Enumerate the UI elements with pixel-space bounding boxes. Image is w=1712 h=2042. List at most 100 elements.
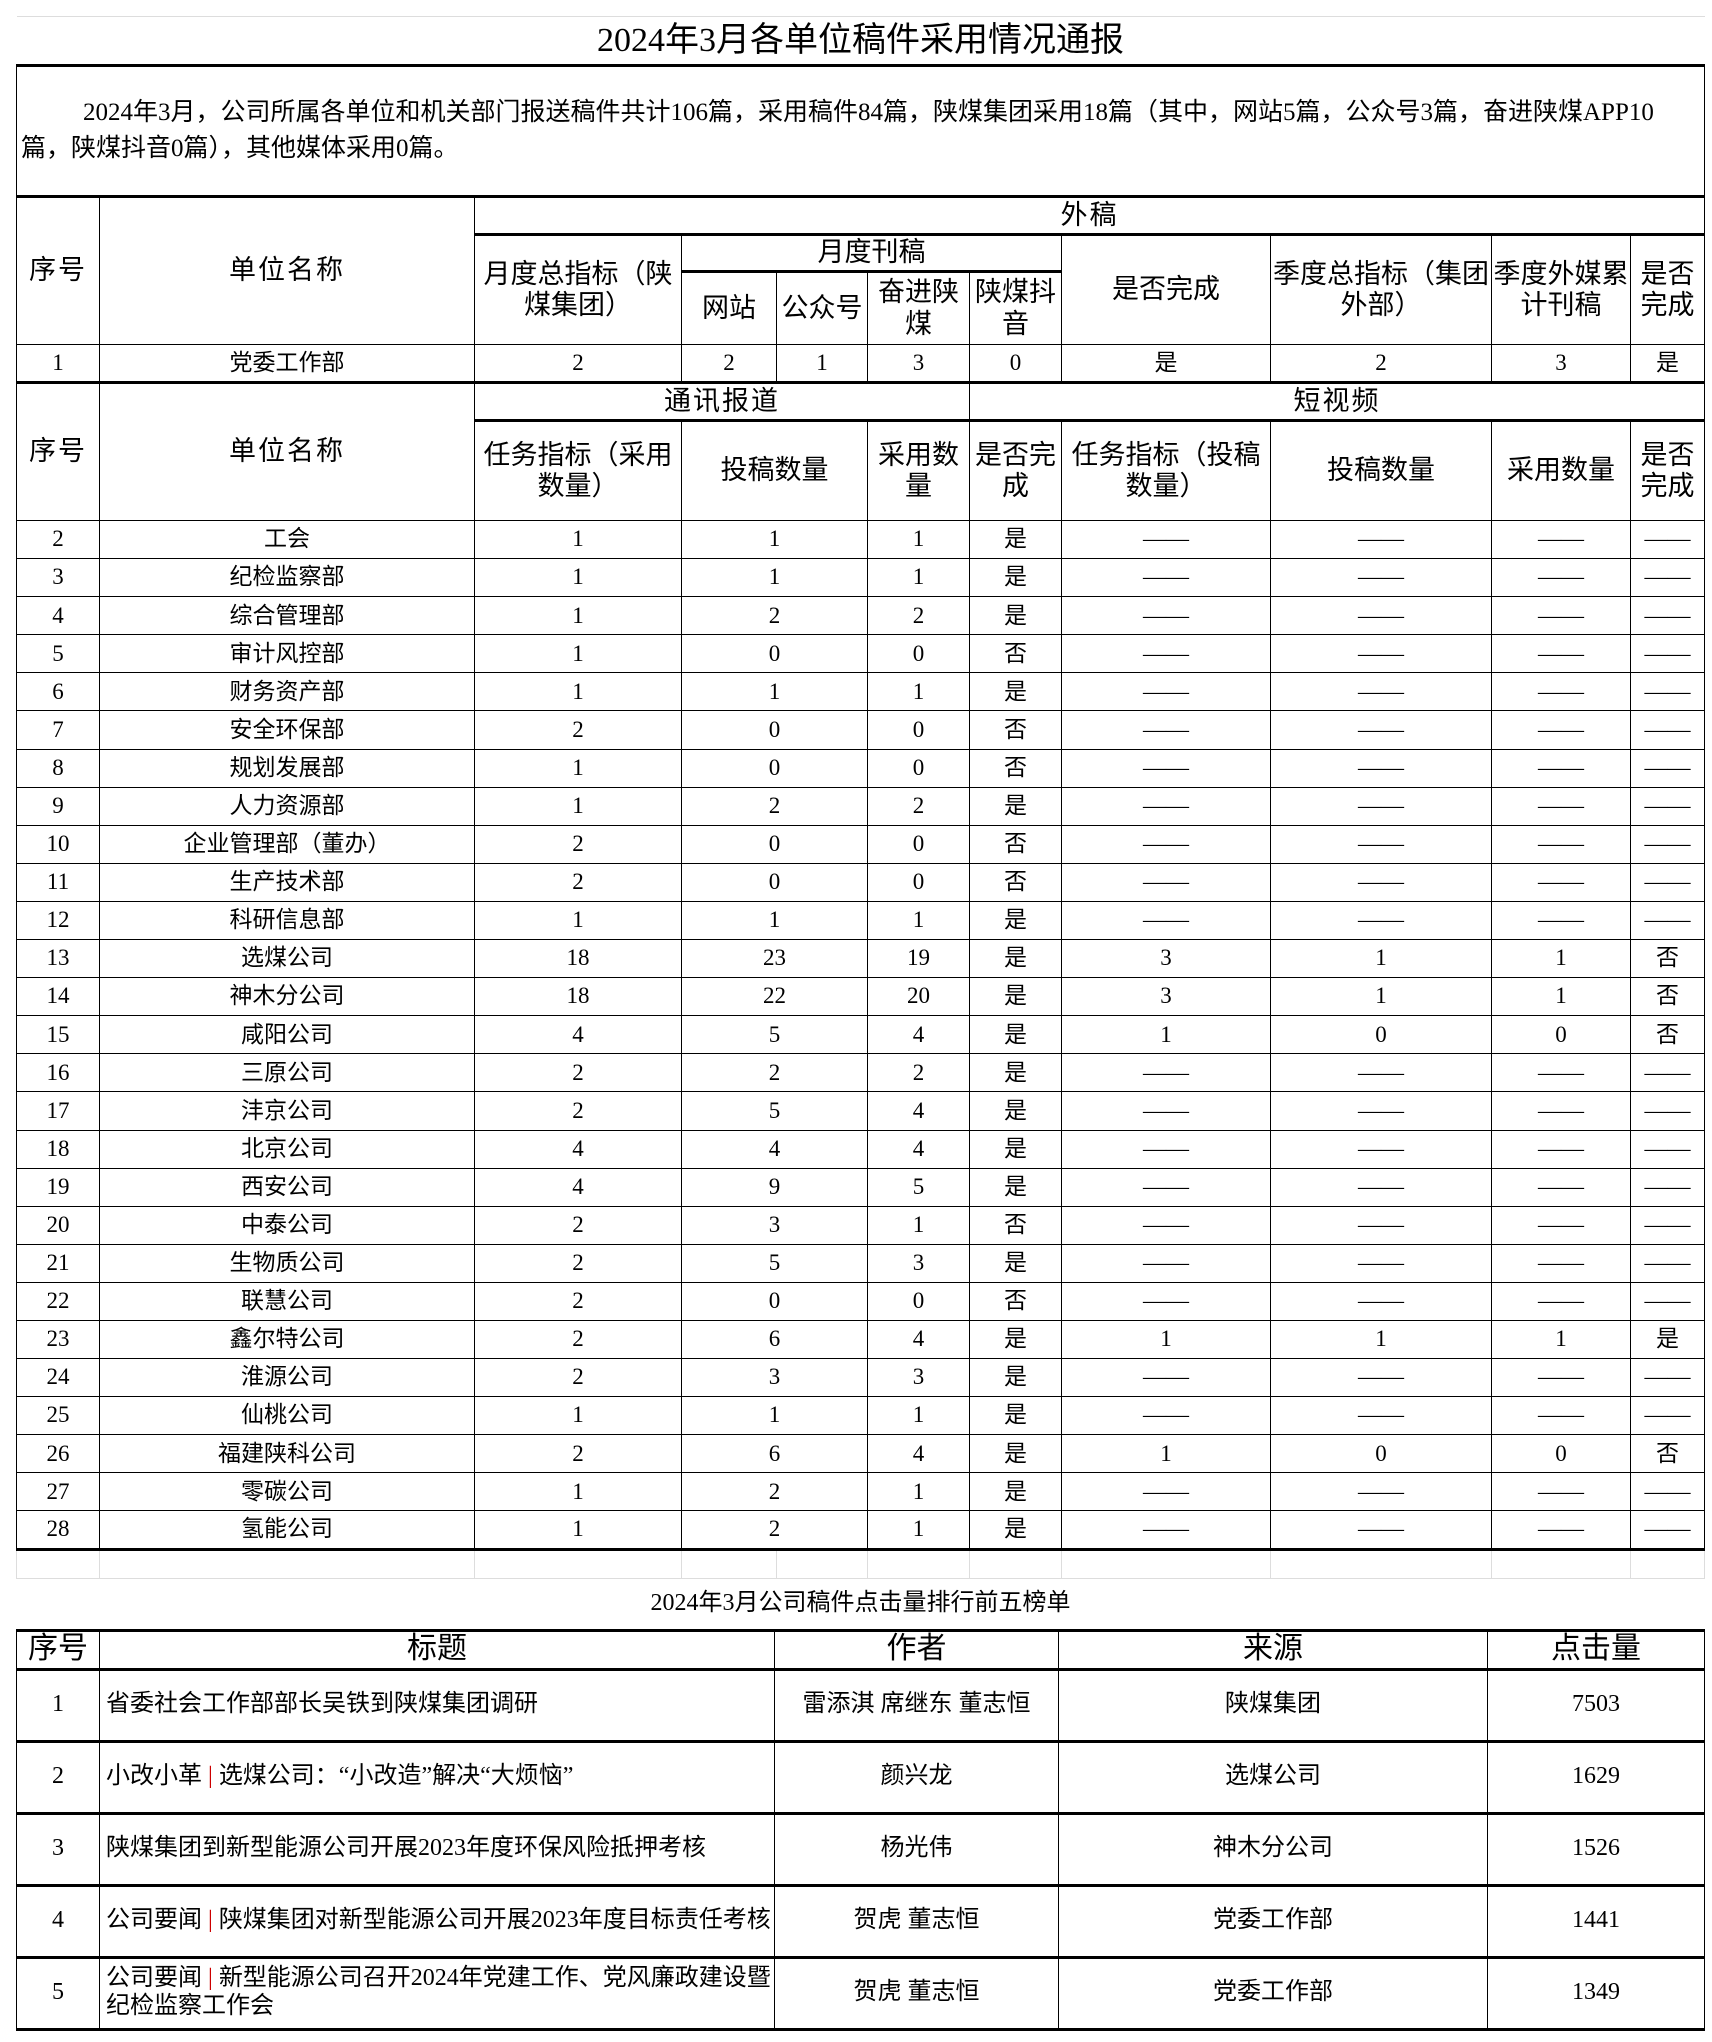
cell-unit: 生产技术部 — [99, 862, 475, 902]
header-submit: 投稿数量 — [681, 420, 868, 521]
cell-wechat: 1 — [776, 344, 868, 383]
cell-v-done: 否 — [1629, 1434, 1706, 1474]
cell-done: 否 — [969, 634, 1062, 674]
cell-done: 否 — [969, 748, 1062, 788]
cell-v-submit: —— — [1270, 900, 1492, 941]
cell-submit: 1 — [681, 672, 868, 712]
cell-unit: 中泰公司 — [99, 1205, 475, 1245]
cell-v-task: —— — [1061, 1053, 1271, 1093]
cell-unit: 咸阳公司 — [99, 1015, 475, 1055]
cell-v-adopt: —— — [1491, 824, 1631, 864]
ranking-header: 作者 — [774, 1628, 1059, 1671]
cell-v-done: —— — [1629, 1510, 1706, 1550]
cell-done: 否 — [969, 824, 1062, 864]
cell-v-submit: 1 — [1270, 977, 1492, 1017]
cell-seq: 4 — [16, 596, 100, 636]
cell-unit: 审计风控部 — [99, 634, 475, 674]
cell-v-adopt: —— — [1491, 519, 1631, 560]
cell-submit: 6 — [681, 1434, 868, 1474]
cell-v-task: —— — [1061, 1205, 1271, 1245]
cell-task: 1 — [474, 1510, 682, 1550]
cell-v-adopt: 1 — [1491, 1319, 1631, 1360]
cell-submit: 2 — [681, 786, 868, 826]
cell-seq: 16 — [16, 1053, 100, 1093]
cell-submit: 9 — [681, 1167, 868, 1207]
cell-adopt: 2 — [867, 786, 970, 826]
cell-adopt: 4 — [867, 1129, 970, 1169]
cell-v-adopt: 0 — [1491, 1015, 1631, 1055]
cell-done: 是 — [1061, 344, 1271, 383]
ranking-title: 2024年3月公司稿件点击量排行前五榜单 — [16, 1580, 1705, 1632]
header-unit: 单位名称 — [99, 195, 475, 345]
cell-v-done: —— — [1629, 786, 1706, 826]
ranking-row: 3 陕煤集团到新型能源公司开展2023年度环保风险抵押考核 杨光伟 神木分公司 1526 — [16, 1812, 1705, 1886]
cell-adopt: 3 — [867, 1358, 970, 1398]
rank-title[interactable]: 陕煤集团到新型能源公司开展2023年度环保风险抵押考核 — [99, 1812, 775, 1886]
cell-seq: 10 — [16, 824, 100, 864]
cell-v-adopt: —— — [1491, 1167, 1631, 1207]
rank-clicks: 1629 — [1487, 1740, 1705, 1814]
cell-unit: 沣京公司 — [99, 1091, 475, 1131]
rank-title[interactable]: 公司要闻 | 新型能源公司召开2024年党建工作、党风廉政建设暨纪检监察工作会 — [99, 1956, 775, 2030]
cell-submit: 0 — [681, 1281, 868, 1321]
cell-v-submit: —— — [1270, 862, 1492, 902]
cell-done: 否 — [969, 1281, 1062, 1321]
cell-v-task: —— — [1061, 1472, 1271, 1512]
cell-unit: 企业管理部（董办） — [99, 824, 475, 864]
cell-v-done: —— — [1629, 710, 1706, 750]
cell-task: 1 — [474, 672, 682, 712]
cell-unit: 西安公司 — [99, 1167, 475, 1207]
cell-v-done: —— — [1629, 558, 1706, 598]
cell-task: 1 — [474, 558, 682, 598]
cell-done: 是 — [969, 977, 1062, 1017]
cell-v-done: —— — [1629, 634, 1706, 674]
cell-v-task: —— — [1061, 748, 1271, 788]
cell-adopt: 19 — [867, 939, 970, 979]
cell-seq: 11 — [16, 862, 100, 902]
cell-adopt: 3 — [867, 1243, 970, 1283]
cell-adopt: 0 — [867, 710, 970, 750]
rank-title[interactable]: 省委社会工作部部长吴铁到陕煤集团调研 — [99, 1668, 775, 1742]
cell-unit: 淮源公司 — [99, 1358, 475, 1398]
cell-done: 是 — [969, 558, 1062, 598]
ranking-header: 标题 — [99, 1628, 775, 1671]
cell-v-adopt: —— — [1491, 748, 1631, 788]
cell-v-adopt: —— — [1491, 710, 1631, 750]
cell-adopt: 4 — [867, 1319, 970, 1360]
cell-adopt: 1 — [867, 1510, 970, 1550]
rank-title-prefix: 公司要闻 — [106, 1965, 208, 1992]
cell-submit: 1 — [681, 558, 868, 598]
cell-unit: 综合管理部 — [99, 596, 475, 636]
table-row: 28 氢能公司 1 2 1 是 —— —— —— —— — [16, 1510, 1706, 1550]
table-row: 3 纪检监察部 1 1 1 是 —— —— —— —— — [16, 558, 1706, 598]
header-v-adopt: 采用数量 — [1491, 420, 1631, 521]
cell-v-done: —— — [1629, 862, 1706, 902]
rank-title[interactable]: 公司要闻 | 陕煤集团对新型能源公司开展2023年度目标责任考核 — [99, 1884, 775, 1958]
table-row: 1 党委工作部 2 2 1 3 0 是 2 3 是 — [16, 344, 1706, 383]
cell-v-done: —— — [1629, 1129, 1706, 1169]
cell-done: 是 — [969, 1472, 1062, 1512]
cell-unit: 氢能公司 — [99, 1510, 475, 1550]
rank-title[interactable]: 小改小革 | 选煤公司：“小改造”解决“大烦恼” — [99, 1740, 775, 1814]
cell-task: 1 — [474, 900, 682, 941]
rank-author: 杨光伟 — [774, 1812, 1059, 1886]
cell-done: 是 — [969, 939, 1062, 979]
cell-website: 2 — [681, 344, 777, 383]
cell-done: 是 — [969, 1053, 1062, 1093]
header-news: 通讯报道 — [474, 381, 970, 422]
cell-unit: 党委工作部 — [99, 344, 475, 383]
table-row: 10 企业管理部（董办） 2 0 0 否 —— —— —— —— — [16, 824, 1706, 864]
cell-v-submit: —— — [1270, 1205, 1492, 1245]
cell-seq: 22 — [16, 1281, 100, 1321]
table-row: 27 零碳公司 1 2 1 是 —— —— —— —— — [16, 1472, 1706, 1512]
header-done: 是否完成 — [1061, 234, 1271, 345]
cell-adopt: 1 — [867, 900, 970, 941]
cell-v-task: 3 — [1061, 977, 1271, 1017]
table-row: 15 咸阳公司 4 5 4 是 1 0 0 否 — [16, 1015, 1706, 1055]
rank-source: 党委工作部 — [1058, 1956, 1488, 2030]
cell-done: 否 — [969, 1205, 1062, 1245]
rank-seq: 4 — [16, 1884, 100, 1958]
cell-v-done: —— — [1629, 1205, 1706, 1245]
ranking-header: 序号 — [16, 1628, 100, 1671]
cell-done: 是 — [969, 1129, 1062, 1169]
